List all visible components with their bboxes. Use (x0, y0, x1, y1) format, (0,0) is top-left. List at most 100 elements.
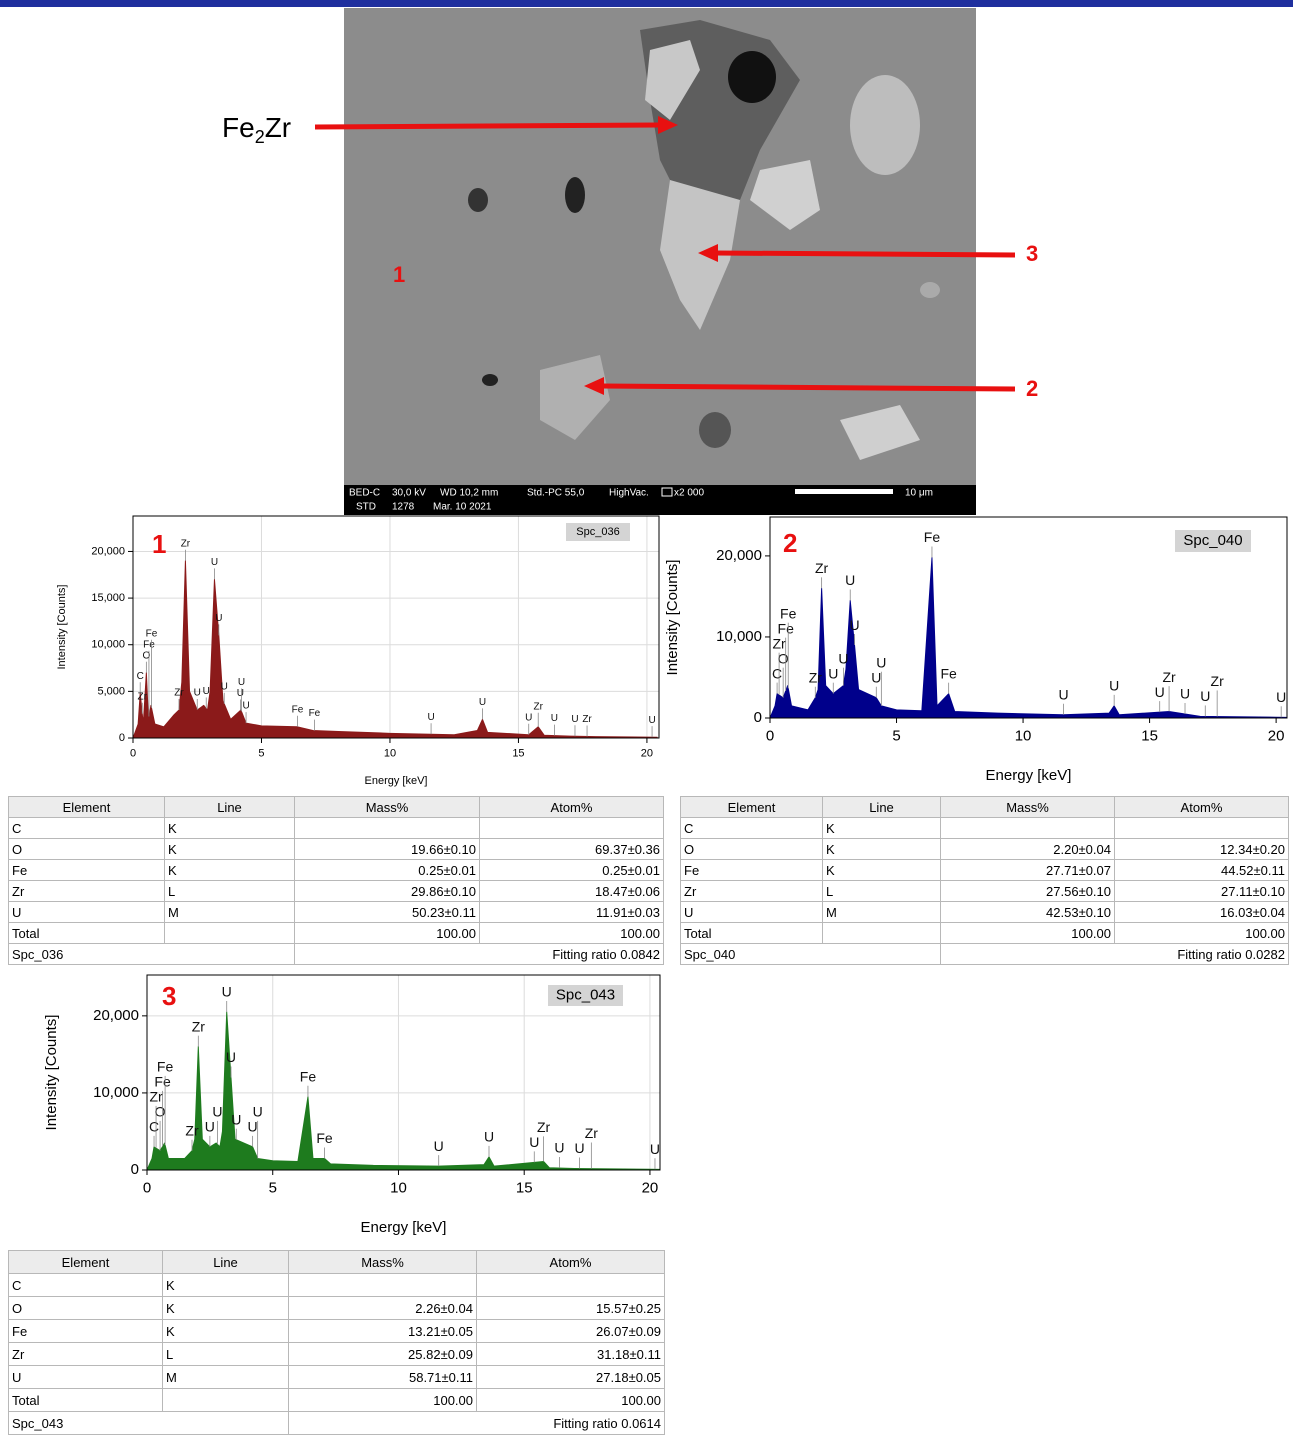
table-row: Fe K 0.25±0.01 0.25±0.01 (8, 859, 664, 881)
y-tick-label: 10,000 (91, 639, 125, 651)
spectrum-tag-box (548, 985, 623, 1006)
peak-label: U (484, 1129, 494, 1145)
table-cell: 11.91±0.03 (479, 901, 664, 923)
y-axis-label: Intensity [Counts] (664, 560, 681, 676)
arrow-head (584, 377, 604, 395)
phase-label-part: Zr (265, 112, 291, 143)
arrow (314, 122, 661, 130)
table-cell: Fe (680, 859, 823, 881)
pore (468, 188, 488, 212)
peak-label: U (554, 1140, 564, 1156)
peak-label: U (571, 714, 578, 725)
info-text: BED-C (349, 488, 380, 499)
peak-label: Fe (940, 665, 957, 681)
peak-label: Fe (143, 639, 155, 650)
top-rule (0, 0, 1293, 7)
info-text: WD 10,2 mm (440, 488, 498, 499)
info-text: 1278 (392, 502, 415, 513)
chart-number: 2 (783, 528, 797, 558)
x-tick-label: 5 (892, 727, 900, 744)
table-cell: 42.53±0.10 (940, 901, 1115, 923)
table-cell: K (822, 817, 941, 839)
y-tick-label: 0 (131, 1161, 139, 1178)
table-cell: 69.37±0.36 (479, 838, 664, 860)
table-cell: 0.25±0.01 (479, 859, 664, 881)
pore (482, 374, 498, 386)
table-cell: L (162, 1342, 289, 1366)
point-label: 3 (1026, 241, 1038, 266)
pore (728, 51, 776, 103)
table-row: O K 19.66±0.10 69.37±0.36 (8, 838, 664, 860)
x-tick-label: 15 (516, 1179, 533, 1196)
table-row: Fe K 13.21±0.05 26.07±0.09 (8, 1319, 665, 1343)
table-cell: 27.71±0.07 (940, 859, 1115, 881)
table-row: Fe K 27.71±0.07 44.52±0.11 (680, 859, 1289, 881)
peak-label: U (242, 701, 249, 712)
peak-label: U (1058, 686, 1068, 702)
table-cell: 26.07±0.09 (476, 1319, 665, 1343)
table-cell: K (822, 838, 941, 860)
arrow (715, 250, 1016, 258)
peak-label: U (525, 712, 532, 723)
peak-label: Zr (174, 688, 184, 699)
chart-number: 3 (162, 981, 176, 1011)
table-cell: O (8, 838, 165, 860)
point-labels: 1 2 3 (393, 241, 1038, 401)
table-cell: 15.57±0.25 (476, 1296, 665, 1320)
peak-label: U (1180, 686, 1190, 702)
point-label: 2 (1026, 376, 1038, 401)
table-cell: U (8, 901, 165, 923)
peak-label: U (876, 654, 886, 670)
table-cell: Element (8, 796, 165, 818)
eds-table: Element Line Mass% Atom% C K O K 2.26±0.04 15.57±… (8, 1250, 665, 1435)
peak-label: Fe (146, 628, 158, 639)
table-row: U M 50.23±0.11 11.91±0.03 (8, 901, 664, 923)
table-cell: M (162, 1365, 289, 1389)
peak-label: U (237, 688, 244, 699)
peak-label: Zr (185, 1122, 199, 1138)
table-cell: C (8, 1273, 163, 1297)
peak-label: U (226, 1049, 236, 1065)
x-tick-label: 0 (130, 748, 136, 760)
peak-label: U (479, 697, 486, 708)
info-line-2: STD 1278 Mar. 10 2021 (356, 502, 492, 513)
table-cell: Fitting ratio 0.0842 (294, 943, 664, 965)
peak-label: Fe (309, 708, 321, 719)
peak-label: Fe (316, 1130, 333, 1146)
peak-label: U (212, 1104, 222, 1120)
arrow-head (658, 116, 678, 134)
x-tick-label: 10 (390, 1179, 407, 1196)
peak-label: U (231, 1111, 241, 1127)
peak-label: Zr (582, 714, 592, 725)
table-cell: L (822, 880, 941, 902)
arrow-head (698, 244, 718, 262)
peak-label: Fe (157, 1059, 174, 1075)
x-tick-label: 20 (641, 748, 653, 760)
info-text: 30,0 kV (392, 488, 426, 499)
peak-label: U (253, 1104, 263, 1120)
peak-label: Fe (300, 1068, 317, 1084)
peak-label: U (1155, 684, 1165, 700)
table-header: Element Line Mass% Atom% (680, 796, 1289, 818)
peak-label: U (434, 1138, 444, 1154)
table-cell: 100.00 (940, 922, 1115, 944)
table-cell: K (164, 859, 295, 881)
y-tick-label: 0 (119, 732, 125, 744)
table-cell: Total (8, 922, 165, 944)
table-footer: Spc_036 Fitting ratio 0.0842 (8, 943, 664, 965)
table-cell (940, 817, 1115, 839)
table-cell: O (680, 838, 823, 860)
table-cell: 16.03±0.04 (1114, 901, 1289, 923)
peak-label: Fe (780, 605, 797, 621)
peak-label: U (529, 1134, 539, 1150)
table-cell: C (8, 817, 165, 839)
table-cell: 2.26±0.04 (288, 1296, 477, 1320)
peak-label: O (155, 1104, 166, 1120)
table-cell (288, 1273, 477, 1297)
spectrum (132, 560, 658, 739)
camera-icon (661, 487, 673, 497)
table-cell: Total (680, 922, 823, 944)
peak-label: Zr (149, 1089, 163, 1105)
